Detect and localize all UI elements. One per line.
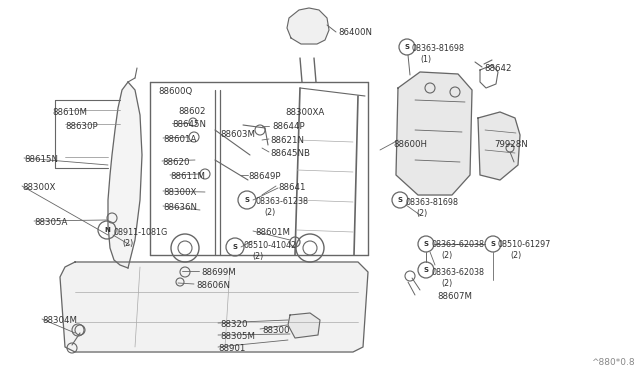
Text: 88320: 88320 xyxy=(220,320,248,329)
Text: 08911-1081G: 08911-1081G xyxy=(113,228,167,237)
Text: 08363-81698: 08363-81698 xyxy=(412,44,465,53)
Text: 88600H: 88600H xyxy=(393,140,427,149)
Text: 88601A: 88601A xyxy=(163,135,196,144)
Text: 88644P: 88644P xyxy=(272,122,305,131)
Text: S: S xyxy=(244,197,250,203)
Polygon shape xyxy=(287,8,329,44)
Polygon shape xyxy=(60,262,368,352)
Polygon shape xyxy=(478,112,520,180)
Text: (2): (2) xyxy=(441,279,452,288)
Text: 88615N: 88615N xyxy=(24,155,58,164)
Text: (2): (2) xyxy=(416,209,428,218)
Text: 86400N: 86400N xyxy=(338,28,372,37)
Text: 08363-62038: 08363-62038 xyxy=(432,240,485,249)
Text: 88901: 88901 xyxy=(218,344,245,353)
Text: S: S xyxy=(424,267,429,273)
Text: 88621N: 88621N xyxy=(270,136,304,145)
Text: 88606N: 88606N xyxy=(196,281,230,290)
Text: 08363-81698: 08363-81698 xyxy=(406,198,459,207)
Text: 88602: 88602 xyxy=(178,107,205,116)
Text: (1): (1) xyxy=(420,55,431,64)
Text: S: S xyxy=(424,241,429,247)
Text: 88305M: 88305M xyxy=(220,332,255,341)
Text: 88636N: 88636N xyxy=(163,203,197,212)
Text: 88645N: 88645N xyxy=(172,120,206,129)
Text: (2): (2) xyxy=(264,208,275,217)
Text: 88300X: 88300X xyxy=(163,188,196,197)
Text: 88620: 88620 xyxy=(162,158,189,167)
Text: (2): (2) xyxy=(441,251,452,260)
Text: 88600Q: 88600Q xyxy=(158,87,192,96)
Text: 08510-61297: 08510-61297 xyxy=(498,240,552,249)
Text: 08510-41042: 08510-41042 xyxy=(243,241,296,250)
Polygon shape xyxy=(396,72,472,195)
Text: 88649P: 88649P xyxy=(248,172,280,181)
Text: S: S xyxy=(397,197,403,203)
Text: 88300X: 88300X xyxy=(22,183,56,192)
Text: S: S xyxy=(404,44,410,50)
Text: N: N xyxy=(104,227,110,233)
Text: (2): (2) xyxy=(252,252,263,261)
Text: 88699M: 88699M xyxy=(201,268,236,277)
Text: 08363-61238: 08363-61238 xyxy=(255,197,308,206)
Text: 88641: 88641 xyxy=(278,183,305,192)
Text: S: S xyxy=(232,244,237,250)
Text: 88603M: 88603M xyxy=(220,130,255,139)
Text: 88300: 88300 xyxy=(262,326,289,335)
Text: (2): (2) xyxy=(122,239,133,248)
Text: 88304M: 88304M xyxy=(42,316,77,325)
Text: 88610M: 88610M xyxy=(52,108,87,117)
Text: 88300XA: 88300XA xyxy=(285,108,324,117)
Text: 88305A: 88305A xyxy=(34,218,67,227)
Text: (2): (2) xyxy=(510,251,521,260)
Text: S: S xyxy=(490,241,495,247)
Text: 08363-62038: 08363-62038 xyxy=(432,268,485,277)
Text: ^880*0.8: ^880*0.8 xyxy=(591,358,635,367)
Text: 88642: 88642 xyxy=(484,64,511,73)
Text: 88601M: 88601M xyxy=(255,228,290,237)
Text: 88645NB: 88645NB xyxy=(270,149,310,158)
Polygon shape xyxy=(108,82,142,268)
Polygon shape xyxy=(288,313,320,338)
Text: 88630P: 88630P xyxy=(65,122,98,131)
Text: 88611M: 88611M xyxy=(170,172,205,181)
Text: 88607M: 88607M xyxy=(437,292,472,301)
Text: 79928N: 79928N xyxy=(494,140,528,149)
